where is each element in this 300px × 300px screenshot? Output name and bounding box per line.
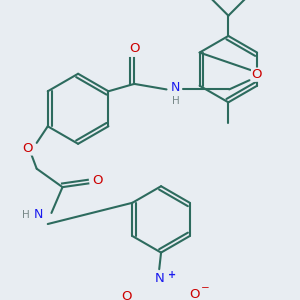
Text: O: O [121, 290, 131, 300]
Text: H: H [22, 210, 29, 220]
Text: O: O [129, 42, 140, 56]
Text: O: O [22, 142, 33, 155]
Text: O: O [92, 174, 103, 187]
Text: +: + [168, 270, 176, 280]
Text: N: N [171, 81, 180, 94]
Text: N: N [154, 272, 164, 285]
Text: O: O [252, 68, 262, 81]
Text: H: H [172, 96, 180, 106]
Text: −: − [201, 283, 210, 292]
Text: N: N [34, 208, 43, 221]
Text: O: O [189, 289, 200, 300]
